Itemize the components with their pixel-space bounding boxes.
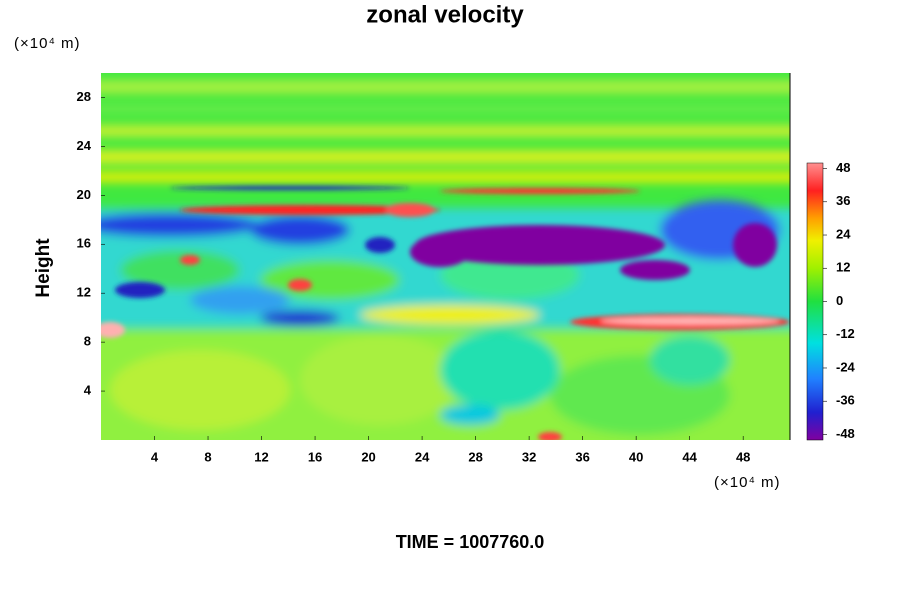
- x-tick-label: 24: [415, 449, 430, 464]
- colorbar-tick-label: -48: [836, 426, 855, 441]
- x-tick-label: 44: [682, 449, 697, 464]
- colorbar-tick-label: 24: [836, 226, 851, 241]
- x-tick-label: 36: [575, 449, 589, 464]
- x-tick-label: 12: [254, 449, 268, 464]
- colorbar-tick-label: 12: [836, 260, 850, 275]
- velocity-field: [101, 73, 790, 440]
- x-tick-label: 40: [629, 449, 643, 464]
- y-tick-label: 4: [84, 383, 92, 398]
- y-axis-label: Height: [33, 238, 54, 298]
- colorbar-tick-label: -24: [836, 359, 856, 374]
- colorbar-tick-label: 48: [836, 160, 850, 175]
- x-tick-label: 28: [468, 449, 482, 464]
- y-tick-label: 20: [77, 187, 91, 202]
- x-tick-label: 16: [308, 449, 322, 464]
- time-annotation: TIME = 1007760.0: [396, 532, 545, 552]
- y-tick-label: 28: [77, 89, 91, 104]
- y-tick-label: 8: [84, 334, 91, 349]
- x-tick-label: 8: [204, 449, 211, 464]
- x-tick-label: 20: [361, 449, 375, 464]
- x-unit: (×10⁴ m): [714, 474, 781, 491]
- colorbar-tick-label: 36: [836, 193, 850, 208]
- y-tick-label: 12: [77, 285, 91, 300]
- colorbar-tick-label: 0: [836, 293, 843, 308]
- colorbar: [806, 162, 824, 441]
- chart-title: zonal velocity: [366, 1, 524, 28]
- y-unit: (×10⁴ m): [14, 35, 81, 52]
- y-tick-label: 24: [77, 138, 92, 153]
- x-tick-label: 4: [151, 449, 159, 464]
- x-tick-label: 32: [522, 449, 536, 464]
- colorbar-tick-label: -12: [836, 326, 855, 341]
- x-tick-label: 48: [736, 449, 750, 464]
- colorbar-tick-label: -36: [836, 393, 855, 408]
- y-tick-label: 16: [77, 236, 91, 251]
